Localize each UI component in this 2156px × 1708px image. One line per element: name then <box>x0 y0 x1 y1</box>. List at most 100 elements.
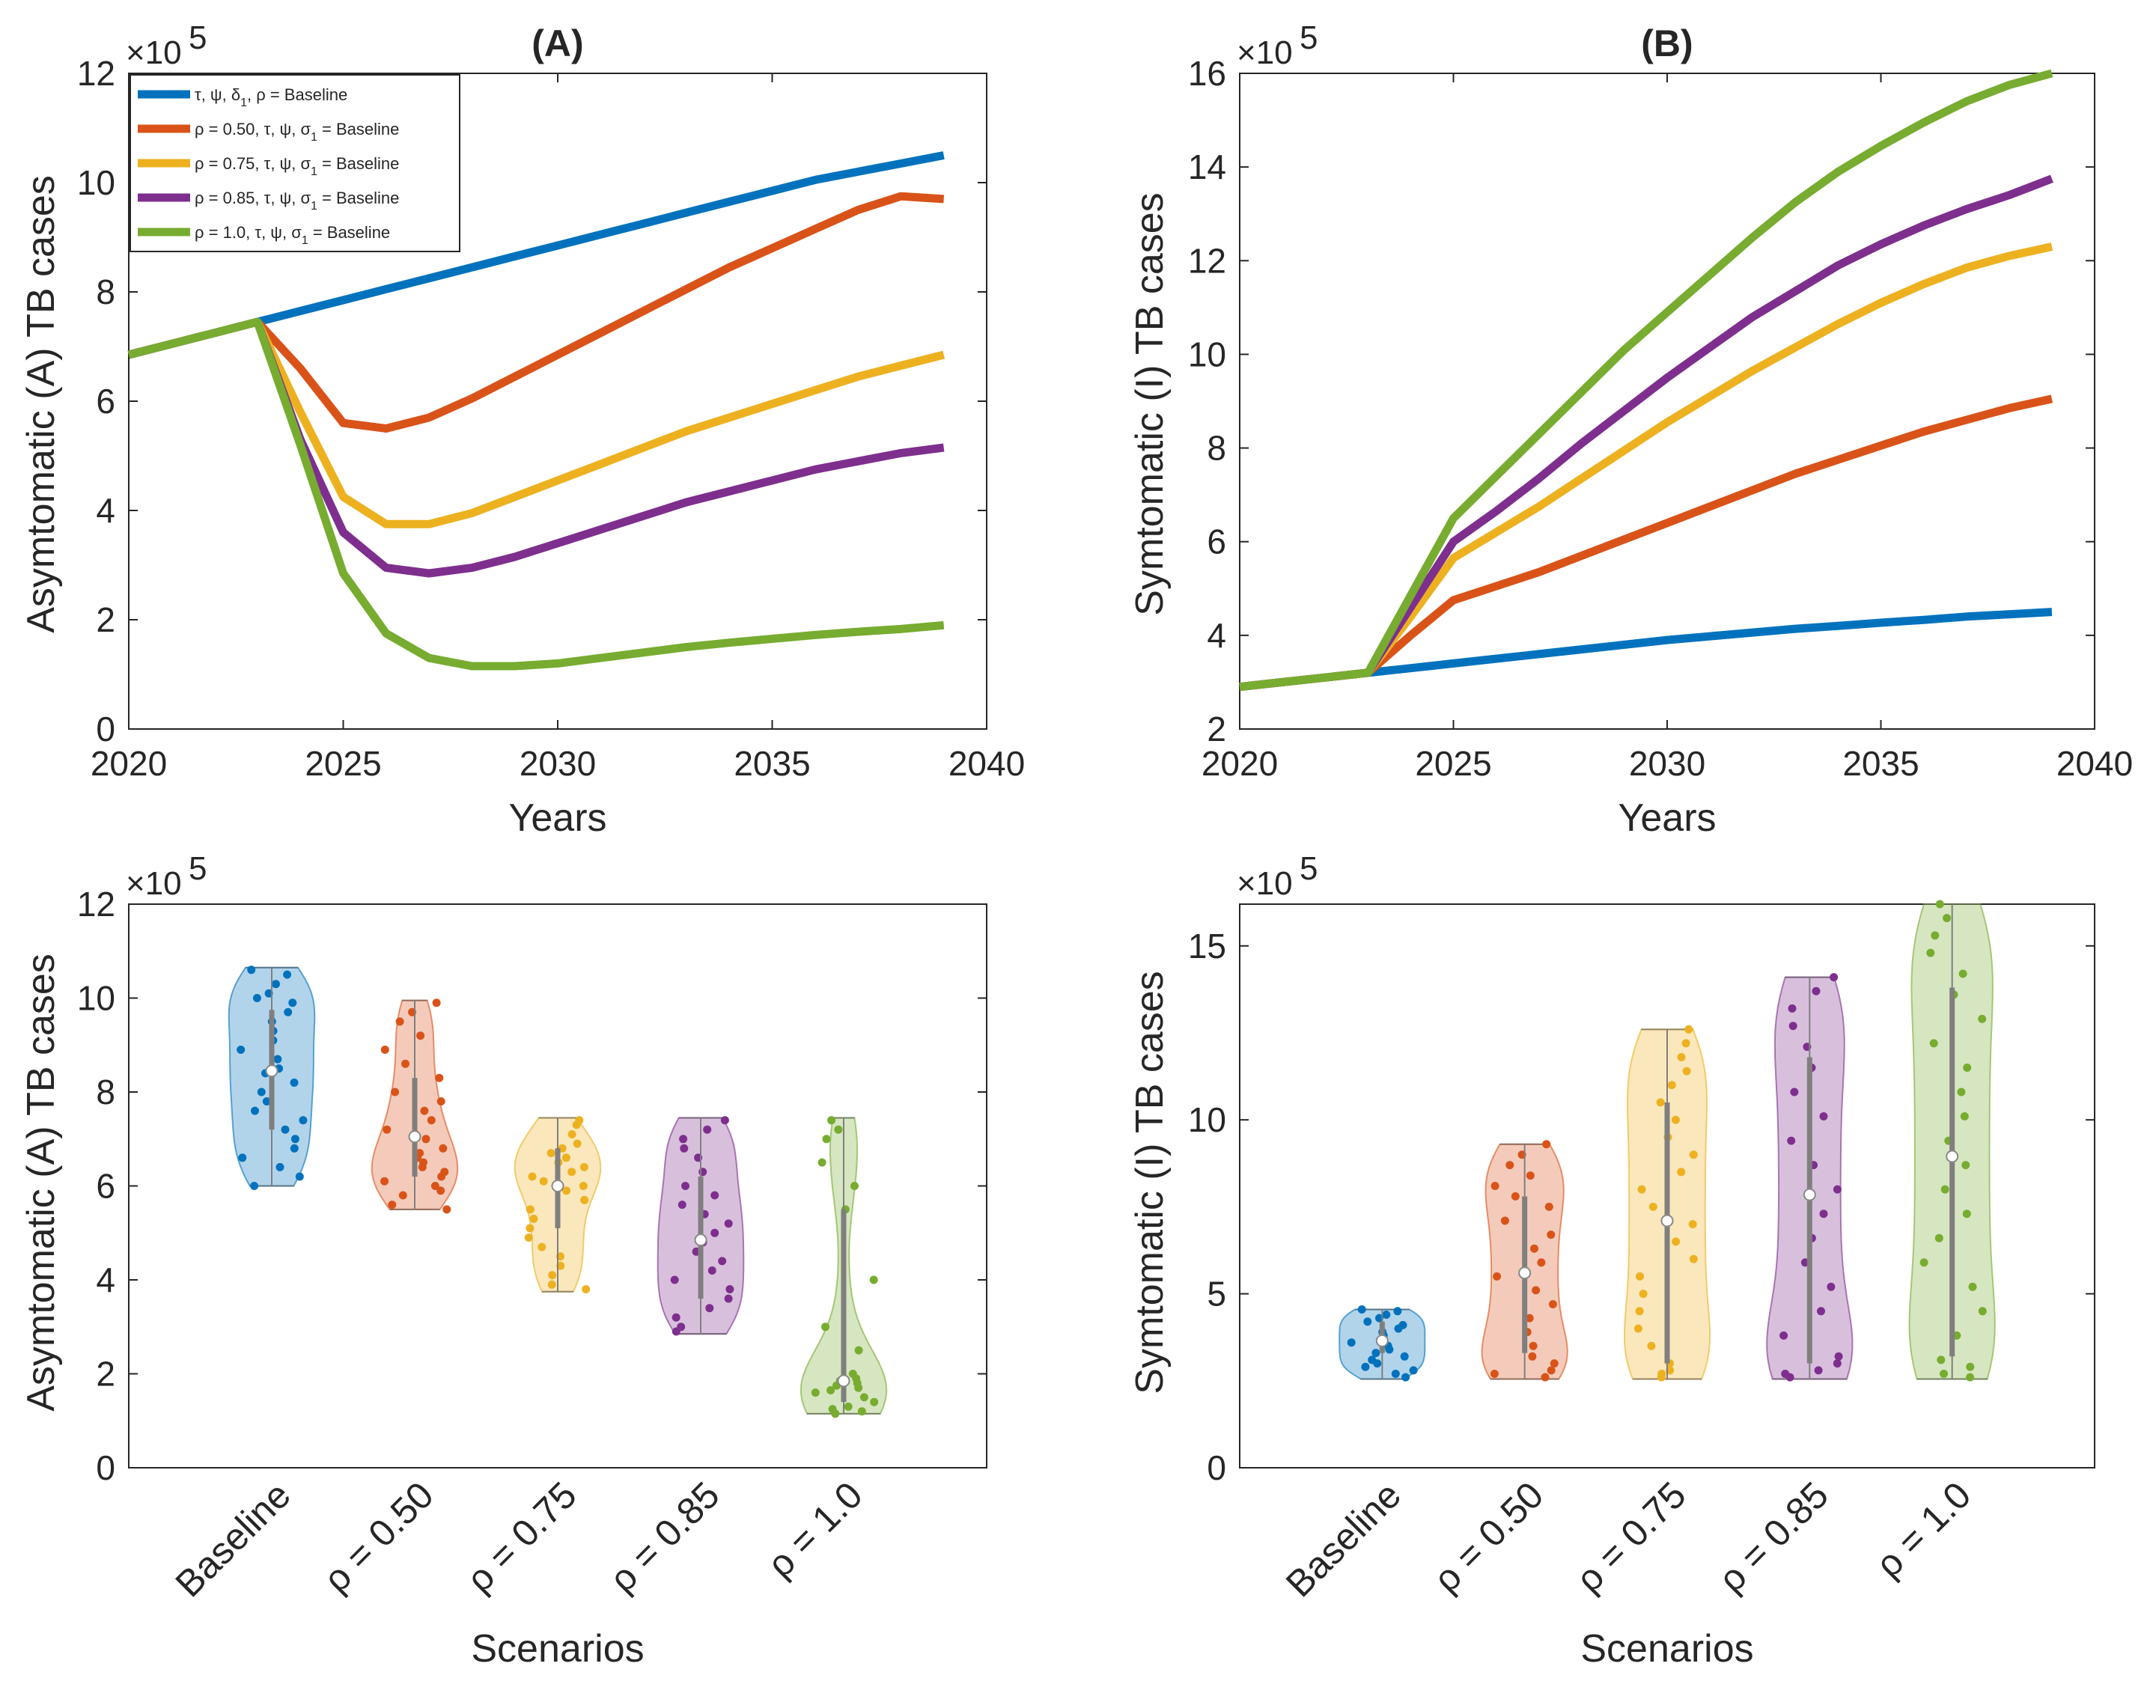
panel-c-point <box>430 1182 439 1190</box>
panel-d-point <box>1817 1307 1825 1316</box>
panel-c-point <box>582 1285 591 1293</box>
panel-b-ytick-label: 10 <box>1188 335 1226 373</box>
panel-c-point <box>401 1059 409 1068</box>
panel-d-point <box>1957 1088 1966 1097</box>
panel-c-point <box>436 1186 445 1195</box>
panel-d-point <box>1393 1307 1402 1316</box>
panel-b-ytick-label: 8 <box>1207 429 1226 468</box>
panel-c-point <box>547 1280 556 1289</box>
panel-b-axes-box <box>1239 73 2095 730</box>
panel-c-point <box>579 1162 588 1171</box>
panel-d-xlabel: Scenarios <box>1580 1627 1753 1671</box>
panel-a-exponent-power: 5 <box>189 19 207 56</box>
panel-b-xlabel: Years <box>1618 796 1716 840</box>
panel-c-point <box>572 1120 581 1129</box>
panel-d-point <box>1656 1098 1665 1107</box>
panel-c-point <box>526 1205 535 1214</box>
legend-entry-subscript: 1 <box>311 131 317 144</box>
panel-c-median-2 <box>551 1180 564 1192</box>
panel-c-median-4 <box>837 1374 850 1388</box>
panel-d-point <box>1834 1352 1843 1361</box>
panel-d-point <box>1672 1237 1681 1246</box>
panel-d-point <box>1966 1362 1975 1371</box>
legend-entry-rest: , ρ = Baseline <box>247 85 347 104</box>
panel-d-point <box>1968 1282 1977 1291</box>
panel-d-point <box>1528 1352 1537 1361</box>
panel-d-point <box>1978 1014 1987 1023</box>
panel-c-point <box>418 1162 427 1171</box>
panel-c-point <box>295 1172 304 1181</box>
legend-entry-3: ρ = 0.85, τ, ψ, σ1 = Baseline <box>195 189 399 213</box>
panel-d-point <box>1361 1362 1370 1371</box>
panel-c-median-1 <box>408 1130 421 1144</box>
panel-c-point <box>437 1172 446 1181</box>
panel-c-point <box>421 1135 430 1144</box>
panel-d-category-label-4: ρ = 1.0 <box>1867 1474 1979 1585</box>
panel-c-ylabel: Asymtomatic (A) TB cases <box>19 954 63 1412</box>
panel-d-point <box>1960 1112 1969 1120</box>
panel-c-point <box>857 1407 866 1416</box>
panel-c-point <box>672 1313 680 1322</box>
panel-d-point <box>1375 1314 1383 1323</box>
legend-entry-rest: = Baseline <box>308 223 390 242</box>
panel-a-xtick-label: 2020 <box>91 744 167 783</box>
panel-d-point <box>1787 1136 1796 1145</box>
panel-a-ytick-label: 10 <box>77 163 115 202</box>
panel-a-xtick-label: 2030 <box>520 744 596 783</box>
panel-b-series-line-4 <box>1239 69 2053 692</box>
panel-d-category-label-3: ρ = 0.85 <box>1710 1474 1836 1600</box>
panel-a-ytick-label: 4 <box>96 491 115 530</box>
legend-entry-subscript: 1 <box>311 165 317 178</box>
panel-d-point <box>1657 1373 1666 1382</box>
panel-d-ytick-label: 10 <box>1188 1100 1226 1139</box>
legend-entry-subscript: 1 <box>240 97 247 109</box>
panel-d-point <box>1500 1216 1509 1225</box>
panel-c-point <box>395 1017 404 1026</box>
panel-d-point <box>1833 1185 1842 1194</box>
panel-d-point <box>1363 1317 1372 1326</box>
panel-c-point <box>859 1393 868 1402</box>
panel-d-point <box>1542 1140 1551 1149</box>
panel-d-point <box>1409 1366 1418 1375</box>
panel-d-median-2 <box>1660 1214 1674 1227</box>
panel-d-point <box>1525 1314 1534 1323</box>
panel-c-point <box>705 1304 714 1313</box>
panel-d-point <box>1371 1349 1380 1358</box>
panel-c-point <box>528 1172 537 1181</box>
panel-c-point <box>826 1386 835 1394</box>
panel-d-point <box>1819 1112 1828 1120</box>
panel-c-point <box>257 1088 266 1097</box>
panel-d-point <box>1788 1004 1797 1013</box>
panel-d-point <box>1391 1370 1400 1378</box>
panel-d-point <box>1490 1370 1499 1378</box>
panel-d-point <box>1962 1210 1971 1219</box>
panel-c-ytick-label: 0 <box>96 1448 115 1487</box>
legend-entry-0: τ, ψ, δ1, ρ = Baseline <box>195 85 347 109</box>
panel-d-point <box>1547 1366 1556 1375</box>
panel-d-point <box>1978 1307 1987 1316</box>
panel-c-point <box>237 1046 246 1054</box>
legend-entry-text: ρ = 1.0, τ, ψ, σ <box>195 223 302 242</box>
panel-d-point <box>1511 1192 1520 1201</box>
panel-a-ylabel: Asymtomatic (A) TB cases <box>19 175 63 633</box>
panel-d-point <box>1671 1115 1680 1124</box>
panel-d-point <box>1966 1373 1975 1382</box>
panel-a-ytick-label: 8 <box>96 272 115 311</box>
panel-c-point <box>284 1007 293 1016</box>
panel-c-point <box>724 1294 733 1303</box>
panel-d-point <box>1963 1064 1972 1072</box>
panel-d-point <box>1812 986 1821 995</box>
panel-c-ytick-label: 10 <box>77 979 115 1018</box>
panel-c-point <box>703 1125 712 1134</box>
panel-c-point <box>252 994 261 1002</box>
legend-entry-rest: = Baseline <box>317 154 399 173</box>
panel-d-point <box>1490 1182 1499 1190</box>
panel-c-point <box>539 1177 548 1186</box>
panel-c-point <box>432 998 441 1007</box>
panel-c-point <box>580 1195 589 1204</box>
panel-d-point <box>1937 1355 1946 1364</box>
panel-d-point <box>1637 1185 1646 1194</box>
panel-d-point <box>1530 1244 1538 1253</box>
